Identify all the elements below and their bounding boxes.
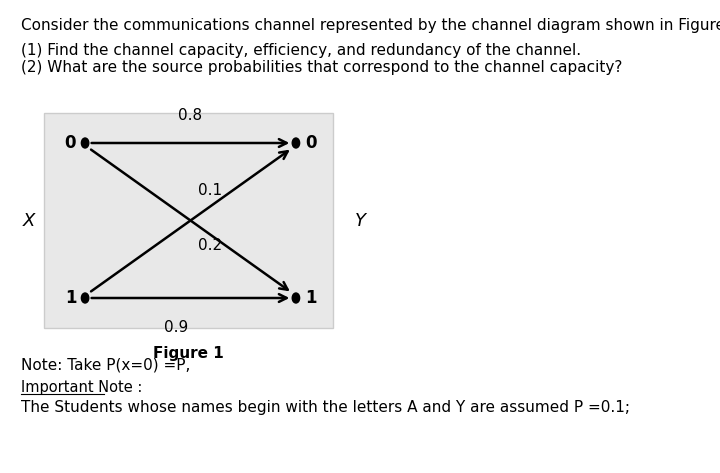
Text: Figure 1: Figure 1 [153, 346, 224, 361]
Circle shape [81, 293, 89, 303]
Text: Consider the communications channel represented by the channel diagram shown in : Consider the communications channel repr… [21, 18, 720, 33]
Text: 0: 0 [65, 134, 76, 152]
Text: 1: 1 [65, 289, 76, 307]
FancyBboxPatch shape [45, 113, 333, 328]
Text: Important Note :: Important Note : [21, 380, 142, 395]
Text: 0: 0 [305, 134, 316, 152]
Text: Note: Take P(x=0) =P,: Note: Take P(x=0) =P, [21, 358, 190, 373]
Text: (1) Find the channel capacity, efficiency, and redundancy of the channel.: (1) Find the channel capacity, efficienc… [21, 43, 581, 58]
Circle shape [292, 138, 300, 148]
Text: 0.2: 0.2 [198, 238, 222, 253]
Text: The Students whose names begin with the letters A and Y are assumed P =0.1;: The Students whose names begin with the … [21, 400, 630, 415]
Text: 0.1: 0.1 [198, 183, 222, 198]
Circle shape [81, 138, 89, 148]
Circle shape [292, 293, 300, 303]
Text: 1: 1 [305, 289, 316, 307]
Text: 0.9: 0.9 [163, 320, 188, 335]
Text: X: X [23, 211, 35, 229]
Text: Y: Y [355, 211, 366, 229]
Text: 0.8: 0.8 [179, 108, 202, 123]
Text: (2) What are the source probabilities that correspond to the channel capacity?: (2) What are the source probabilities th… [21, 60, 622, 75]
